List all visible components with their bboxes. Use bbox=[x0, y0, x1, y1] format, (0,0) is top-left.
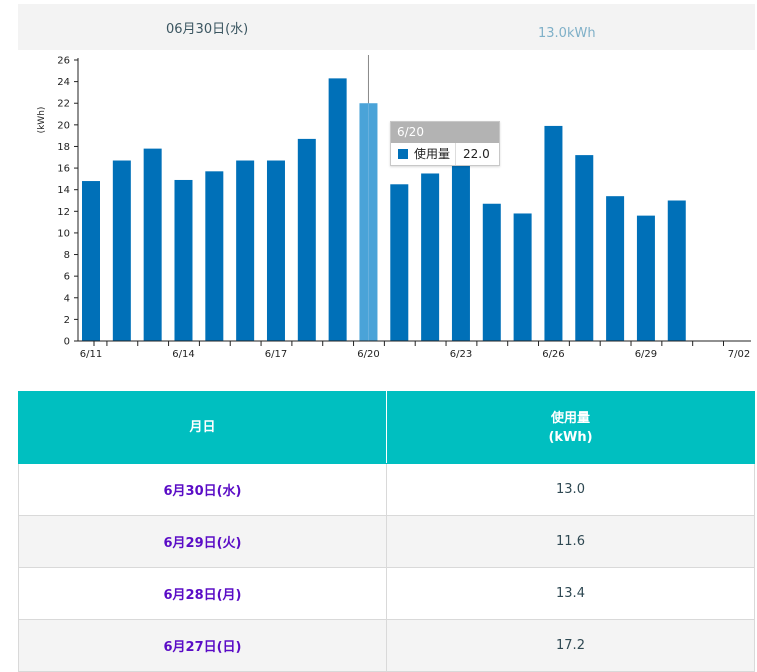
row-usage-value: 11.6 bbox=[386, 515, 755, 568]
bar-6/28 bbox=[606, 196, 625, 341]
chart-tooltip: 6/20 使用量 22.0 bbox=[390, 121, 500, 166]
x-tick-label: 6/26 bbox=[542, 349, 564, 360]
x-tick-label: 7/02 bbox=[728, 349, 750, 360]
y-tick-label: 8 bbox=[64, 250, 70, 261]
bar-6/18 bbox=[297, 138, 316, 341]
y-tick-label: 10 bbox=[57, 228, 70, 239]
y-tick-label: 2 bbox=[64, 315, 70, 326]
x-tick-label: 6/29 bbox=[635, 349, 657, 360]
row-usage-value: 13.0 bbox=[386, 463, 755, 516]
y-tick-label: 0 bbox=[64, 337, 70, 348]
y-tick-label: 22 bbox=[57, 99, 70, 110]
table-row: 6月28日(月) 13.4 bbox=[18, 567, 755, 620]
bar-6/14 bbox=[174, 179, 193, 341]
bar-6/11 bbox=[82, 181, 100, 341]
y-tick-label: 6 bbox=[64, 272, 70, 283]
x-tick-label: 6/17 bbox=[265, 349, 287, 360]
bar-6/12 bbox=[112, 160, 131, 341]
bars bbox=[82, 55, 686, 341]
bar-6/13 bbox=[143, 148, 162, 341]
bar-6/30 bbox=[667, 200, 686, 341]
bar-6/21 bbox=[390, 184, 409, 341]
row-date-link[interactable]: 6月27日(日) bbox=[18, 619, 387, 672]
tooltip-series-name: 使用量 bbox=[414, 143, 457, 165]
y-tick-label: 12 bbox=[57, 207, 70, 218]
table-row: 6月30日(水) 13.0 bbox=[18, 463, 755, 516]
summary-date: 06月30日(水) bbox=[166, 22, 249, 37]
tooltip-series-value: 22.0 bbox=[463, 147, 490, 161]
summary-bar: 06月30日(水) 13.0kWh bbox=[18, 4, 755, 50]
bar-6/15 bbox=[205, 171, 224, 341]
y-tick-label: 18 bbox=[57, 142, 70, 153]
y-axis-label: (kWh) bbox=[37, 107, 47, 134]
x-axis: 6/11 6/14 6/17 6/20 6/23 6/26 6/29 7/02 bbox=[78, 340, 751, 360]
bar-6/16 bbox=[236, 160, 255, 341]
x-tick-label: 6/14 bbox=[172, 349, 194, 360]
bar-6/22 bbox=[421, 173, 440, 341]
bar-6/17 bbox=[266, 160, 285, 341]
y-tick-label: 24 bbox=[57, 77, 70, 88]
table-header-row: 月日 使用量 (kWh) bbox=[18, 391, 755, 464]
summary-value: 13.0kWh bbox=[538, 26, 596, 41]
y-tick-label: 4 bbox=[64, 293, 70, 304]
bar-6/26 bbox=[544, 125, 563, 341]
x-tick-label: 6/20 bbox=[357, 349, 379, 360]
bar-6/27 bbox=[575, 155, 594, 341]
row-usage-value: 13.4 bbox=[386, 567, 755, 620]
tooltip-title: 6/20 bbox=[391, 122, 499, 143]
x-tick-label: 6/11 bbox=[80, 349, 102, 360]
row-date-link[interactable]: 6月28日(月) bbox=[18, 567, 387, 620]
x-tick-label: 6/23 bbox=[450, 349, 472, 360]
row-date-link[interactable]: 6月29日(火) bbox=[18, 515, 387, 568]
y-tick-label: 20 bbox=[57, 120, 70, 131]
tooltip-series-swatch bbox=[398, 149, 408, 159]
bar-6/23 bbox=[451, 162, 470, 341]
bar-6/25 bbox=[513, 213, 532, 341]
usage-table: 月日 使用量 (kWh) 6月30日(水) 13.0 6月29日(火) 11.6 … bbox=[18, 391, 755, 672]
y-tick-label: 14 bbox=[57, 185, 70, 196]
bar-6/24 bbox=[482, 203, 501, 341]
row-usage-value: 17.2 bbox=[386, 619, 755, 672]
table-row: 6月29日(火) 11.6 bbox=[18, 515, 755, 568]
bar-6/29 bbox=[636, 215, 655, 341]
column-header-usage: 使用量 (kWh) bbox=[386, 391, 755, 464]
y-tick-label: 26 bbox=[57, 56, 70, 67]
y-tick-label: 16 bbox=[57, 164, 70, 175]
bar-6/19 bbox=[328, 78, 347, 341]
column-header-date: 月日 bbox=[18, 391, 387, 464]
row-date-link[interactable]: 6月30日(水) bbox=[18, 463, 387, 516]
table-row: 6月27日(日) 17.2 bbox=[18, 619, 755, 672]
